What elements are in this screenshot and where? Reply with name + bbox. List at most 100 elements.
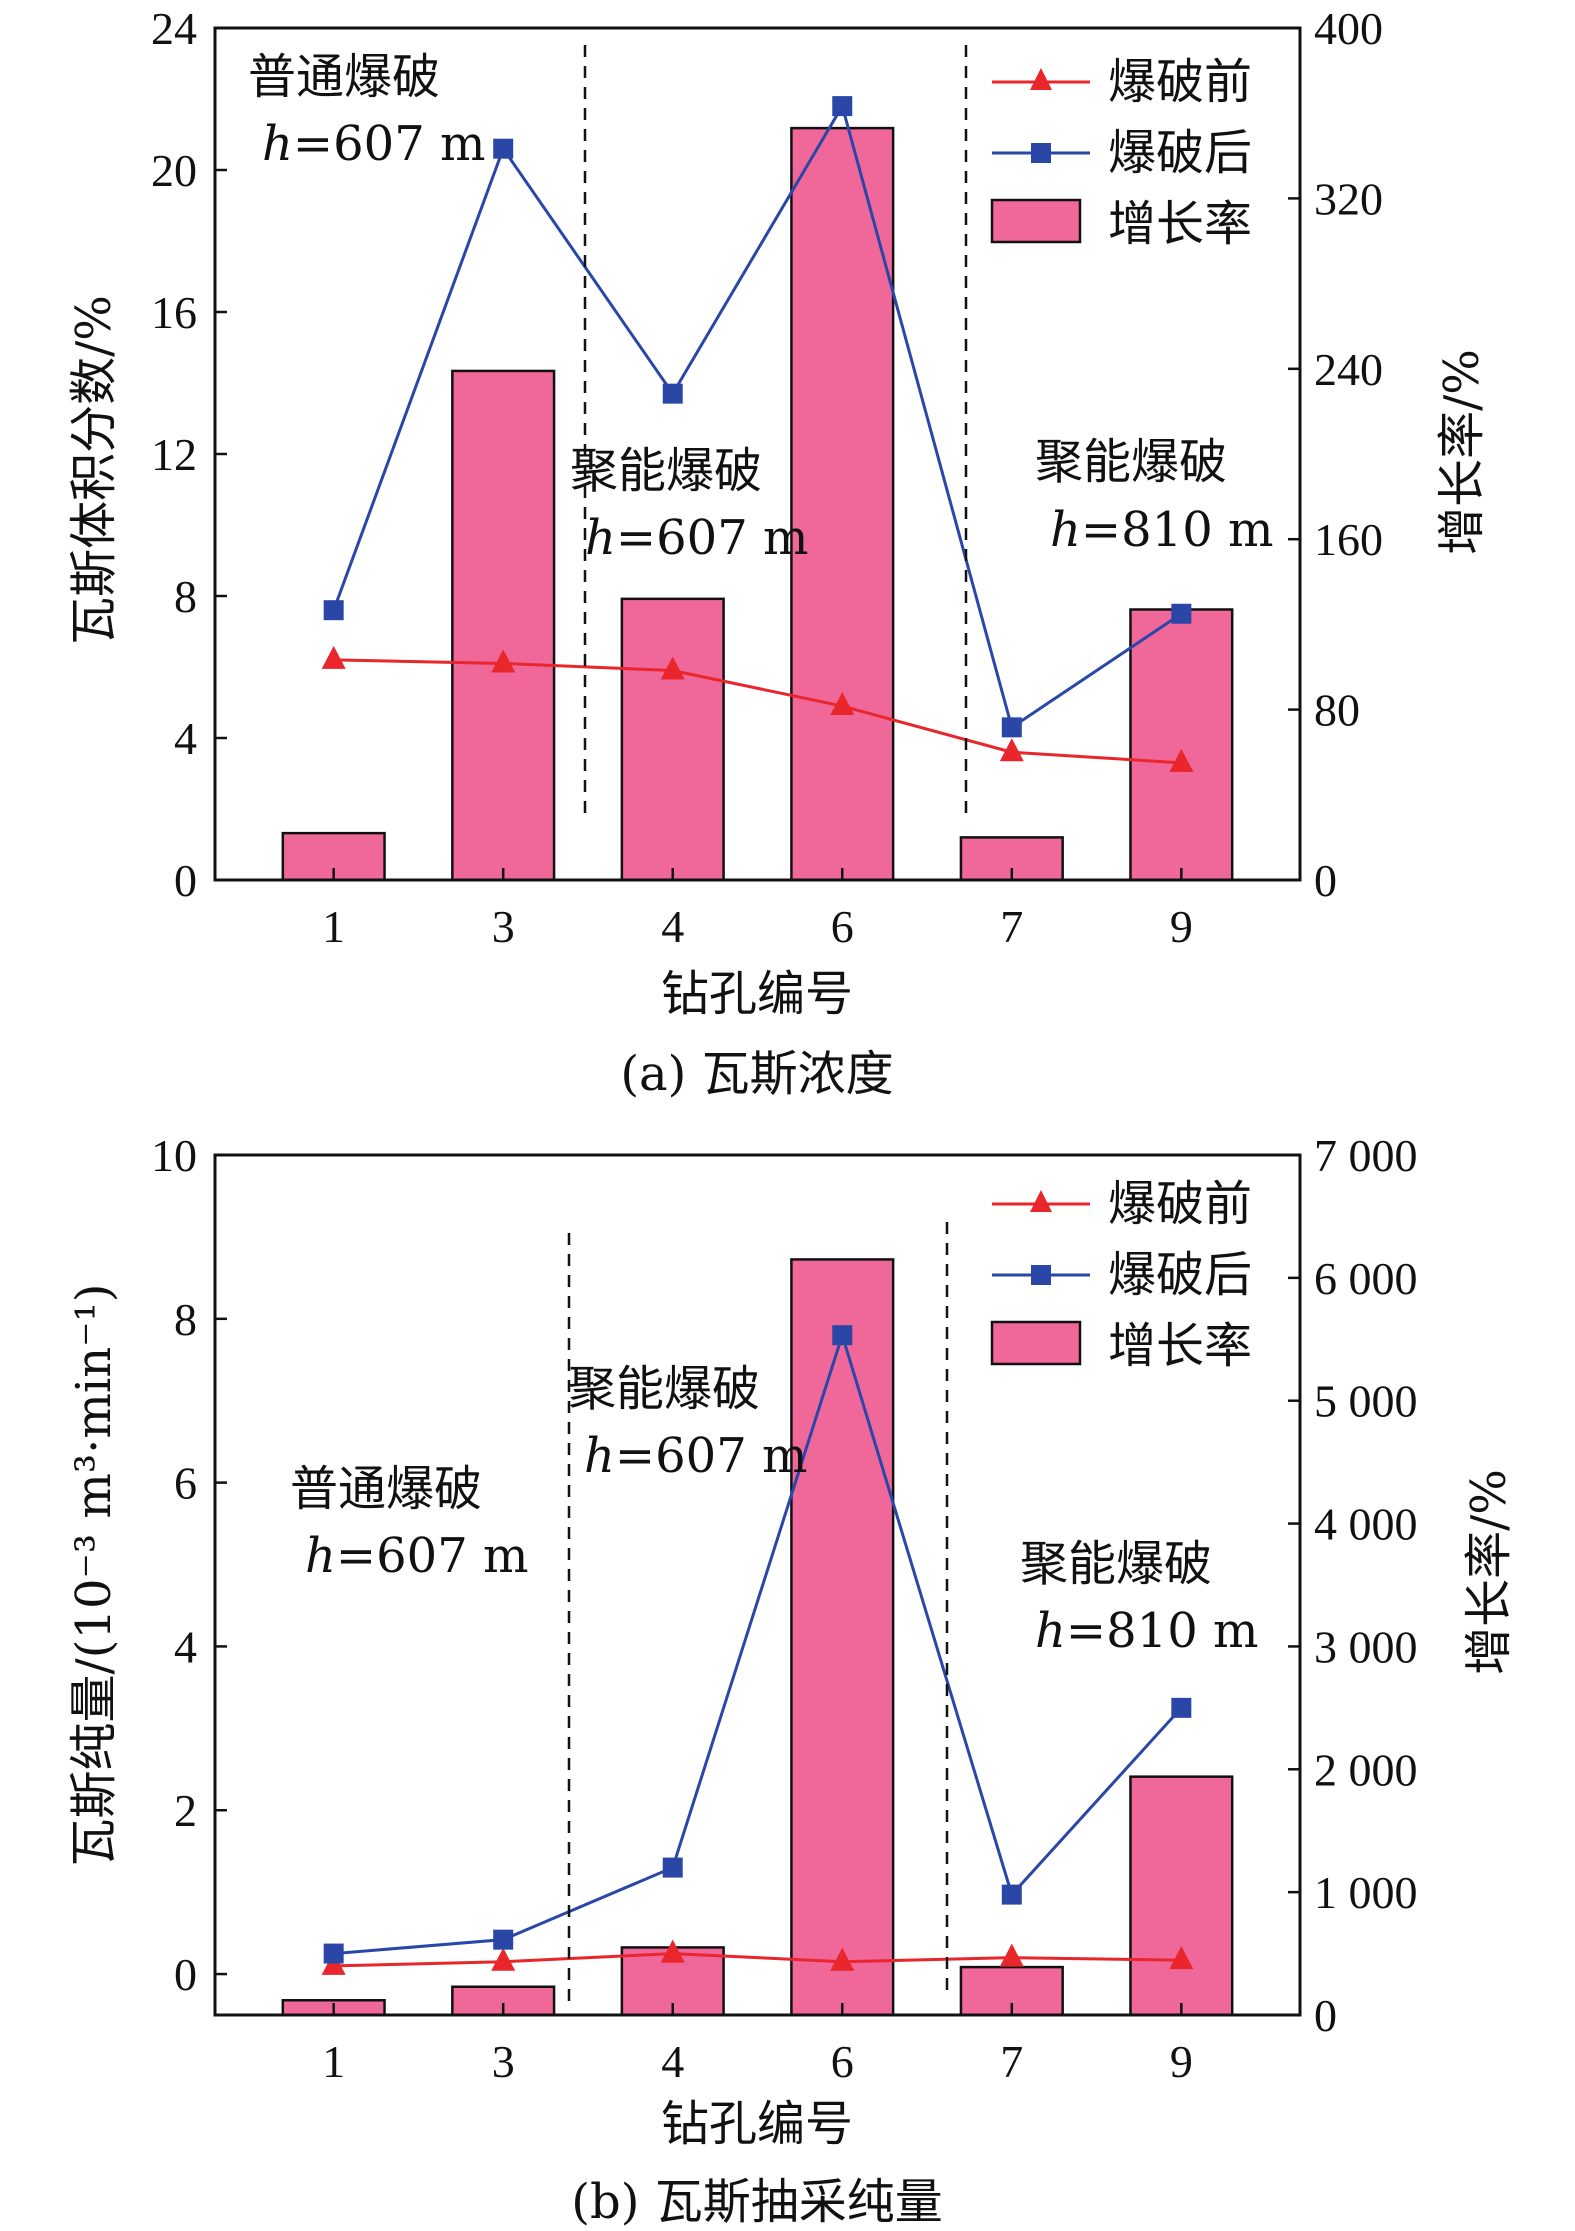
chart-a-x-tick-label: 4 <box>661 901 684 952</box>
chart-a-point-after-9 <box>1171 603 1192 624</box>
chart-b-x-tick-label: 3 <box>492 2036 515 2087</box>
chart-a-point-after-3 <box>493 138 514 159</box>
chart-b-caption: (b) 瓦斯抽采纯量 <box>571 2174 942 2230</box>
chart-b-point-before-6 <box>830 1947 855 1971</box>
chart-b-y-tick-label: 4 <box>174 1621 197 1672</box>
chart-a-annotation-1-title: 普通爆破 <box>248 49 440 105</box>
chart-b-legend-growth-swatch <box>990 1320 1082 1366</box>
chart-b-point-after-3 <box>493 1929 514 1950</box>
chart-a-caption: (a) 瓦斯浓度 <box>620 1046 893 1102</box>
chart-b-x-tick-label: 7 <box>1000 2036 1023 2087</box>
chart-a-legend-after-label: 爆破后 <box>1108 125 1252 181</box>
chart-a-point-before-3 <box>491 649 516 673</box>
chart-a-legend-after-marker <box>1031 143 1051 163</box>
chart-a-point-before-6 <box>830 692 855 716</box>
chart-a-y2-tick-label: 320 <box>1314 173 1383 224</box>
chart-a-point-before-7 <box>999 738 1024 762</box>
chart-a-x-axis-label: 钻孔编号 <box>661 966 853 1022</box>
chart-a-annotation-2-title: 聚能爆破 <box>570 443 762 499</box>
chart-b-y2-tick-label: 3 000 <box>1314 1621 1418 1672</box>
chart-b-y-tick-label: 2 <box>174 1785 197 1836</box>
chart-a-y-axis-label: 瓦斯体积分数/% <box>66 295 122 645</box>
chart-b-point-before-9 <box>1169 1946 1194 1970</box>
chart-b-bar-6 <box>790 1258 895 2017</box>
chart-a-y-tick-label: 0 <box>174 855 197 906</box>
chart-b-ticks: 0 2 4 6 8 10 0 1 000 2 000 3 000 4 000 5 000 6 000 7 … <box>151 1130 1418 2087</box>
chart-b-point-before-7 <box>999 1943 1024 1967</box>
chart-b-legend-before-marker <box>1030 1190 1052 1212</box>
chart-b-point-before-3 <box>491 1947 516 1971</box>
chart-a-bars <box>281 126 1234 882</box>
chart-b-y2-tick-label: 6 000 <box>1314 1253 1418 1304</box>
chart-a-x-tick-label: 7 <box>1000 901 1023 952</box>
chart-a-x-tick-label: 1 <box>322 901 345 952</box>
chart-b-annotation-3-title: 聚能爆破 <box>1020 1536 1212 1592</box>
chart-b: 0 2 4 6 8 10 0 1 000 2 000 3 000 4 000 5 000 6 000 7 … <box>66 1130 1517 2230</box>
chart-a-plot-frame <box>213 26 1302 882</box>
chart-b-y2-axis-label: 增长率/% <box>1461 1469 1517 1675</box>
chart-b-y2-tick-label: 2 000 <box>1314 1744 1418 1795</box>
chart-b-point-after-9 <box>1171 1697 1192 1718</box>
chart-a-point-before-9 <box>1169 748 1194 772</box>
chart-b-y2-tick-label: 4 000 <box>1314 1499 1418 1550</box>
chart-b-annotation-2-height: h=607 m <box>584 1428 808 1484</box>
chart-a-annotation-2-height: h=607 m <box>585 510 809 566</box>
chart-a-point-after-6 <box>832 96 853 117</box>
chart-a-bar-9 <box>1129 608 1234 882</box>
chart-a-x-tick-label: 3 <box>492 901 515 952</box>
chart-a-bar-3 <box>451 369 556 882</box>
chart-a-annotation-3-height: h=810 m <box>1050 502 1274 558</box>
chart-b-x-tick-label: 1 <box>322 2036 345 2087</box>
chart-a-y-tick-label: 8 <box>174 571 197 622</box>
chart-a-y-tick-label: 16 <box>151 287 197 338</box>
chart-a-x-tick-label: 9 <box>1170 901 1193 952</box>
chart-b-legend-after-label: 爆破后 <box>1108 1247 1252 1303</box>
chart-b-legend-growth-label: 增长率 <box>1108 1318 1252 1374</box>
chart-b-y-axis-label: 瓦斯纯量/(10⁻³ m³·min⁻¹) <box>66 1284 122 1867</box>
chart-b-legend-before-label: 爆破前 <box>1108 1176 1252 1232</box>
chart-a-legend-growth-label: 增长率 <box>1108 196 1252 252</box>
chart-a-y2-tick-label: 80 <box>1314 685 1360 736</box>
chart-b-line-after <box>333 1330 1183 1956</box>
chart-b-y2-tick-label: 7 000 <box>1314 1130 1418 1181</box>
chart-a-y2-axis-label: 增长率/% <box>1434 349 1490 555</box>
chart-a-point-before-4 <box>660 656 685 680</box>
chart-a-bar-6 <box>790 126 895 882</box>
chart-b-x-axis-label: 钻孔编号 <box>661 2096 853 2152</box>
chart-a-y2-tick-label: 400 <box>1314 3 1383 54</box>
chart-b-annotation-1-title: 普通爆破 <box>290 1461 482 1517</box>
chart-b-bars <box>281 1258 1234 2017</box>
chart-a-bar-4 <box>620 597 725 882</box>
chart-b-x-tick-label: 6 <box>831 2036 854 2087</box>
chart-a-y2-tick-label: 160 <box>1314 514 1383 565</box>
chart-a-legend: 爆破前 爆破后 增长率 <box>990 54 1252 252</box>
chart-a-x-tick-label: 6 <box>831 901 854 952</box>
chart-a-y-tick-label: 12 <box>151 429 197 480</box>
chart-b-y2-tick-label: 5 000 <box>1314 1376 1418 1427</box>
chart-b-lines <box>321 1325 1194 1975</box>
chart-b-y2-tick-label: 1 000 <box>1314 1867 1418 1918</box>
chart-b-y-tick-label: 10 <box>151 1130 197 1181</box>
chart-b-annotation-3-height: h=810 m <box>1035 1603 1259 1659</box>
chart-b-point-after-1 <box>323 1943 344 1964</box>
chart-b-y2-tick-label: 0 <box>1314 1990 1337 2041</box>
chart-a-legend-growth-swatch <box>990 198 1082 244</box>
chart-b-x-tick-label: 4 <box>661 2036 684 2087</box>
chart-b-annotation-2-title: 聚能爆破 <box>568 1361 760 1417</box>
chart-b-y-tick-label: 6 <box>174 1458 197 1509</box>
chart-b-line-before <box>333 1952 1182 1968</box>
chart-a-legend-before-label: 爆破前 <box>1108 54 1252 110</box>
chart-b-point-after-6 <box>832 1325 853 1346</box>
chart-a-y2-tick-label: 0 <box>1314 855 1337 906</box>
chart-a-line-after <box>332 102 1183 730</box>
chart-b-x-tick-label: 9 <box>1170 2036 1193 2087</box>
chart-a-y-tick-label: 24 <box>151 3 197 54</box>
chart-a-point-after-4 <box>662 383 683 404</box>
chart-a-y-tick-label: 20 <box>151 145 197 196</box>
chart-a-lines <box>321 96 1194 772</box>
chart-a-line-before <box>333 658 1182 765</box>
chart-b-y-tick-label: 0 <box>174 1949 197 2000</box>
